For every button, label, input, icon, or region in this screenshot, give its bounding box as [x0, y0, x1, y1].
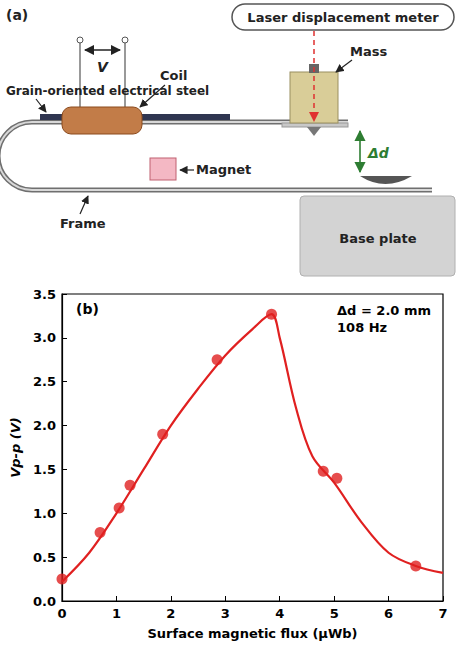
svg-text:3.0: 3.0: [33, 330, 56, 345]
svg-text:5: 5: [330, 606, 339, 621]
svg-text:0: 0: [57, 606, 66, 621]
svg-text:1.0: 1.0: [33, 506, 56, 521]
svg-text:Mass: Mass: [350, 44, 387, 59]
svg-text:0.5: 0.5: [33, 550, 56, 565]
svg-text:1: 1: [112, 606, 121, 621]
svg-text:4: 4: [275, 606, 284, 621]
svg-text:2: 2: [166, 606, 175, 621]
svg-text:Frame: Frame: [60, 216, 106, 231]
svg-text:1.5: 1.5: [33, 462, 56, 477]
svg-text:Base plate: Base plate: [339, 231, 417, 246]
svg-text:V: V: [97, 59, 109, 75]
svg-text:6: 6: [384, 606, 393, 621]
svg-text:3: 3: [221, 606, 230, 621]
svg-text:2.5: 2.5: [33, 374, 56, 389]
svg-text:0.0: 0.0: [33, 594, 56, 609]
svg-text:(a): (a): [6, 7, 28, 23]
svg-text:3.5: 3.5: [33, 287, 56, 302]
svg-text:(b): (b): [76, 301, 99, 317]
svg-text:2.0: 2.0: [33, 418, 56, 433]
svg-text:7: 7: [438, 606, 447, 621]
svg-text:Δd = 2.0 mm: Δd = 2.0 mm: [337, 303, 431, 318]
svg-text:Coil: Coil: [160, 68, 187, 83]
svg-text:Δd: Δd: [367, 145, 390, 161]
svg-text:Vp-p (V): Vp-p (V): [8, 417, 23, 478]
svg-text:108 Hz: 108 Hz: [337, 320, 387, 335]
svg-text:Magnet: Magnet: [196, 162, 251, 177]
svg-text:Grain-oriented electrical stee: Grain-oriented electrical steel: [6, 84, 209, 98]
svg-text:Surface magnetic flux (μWb): Surface magnetic flux (μWb): [148, 626, 358, 641]
svg-text:Laser displacement meter: Laser displacement meter: [247, 10, 439, 25]
